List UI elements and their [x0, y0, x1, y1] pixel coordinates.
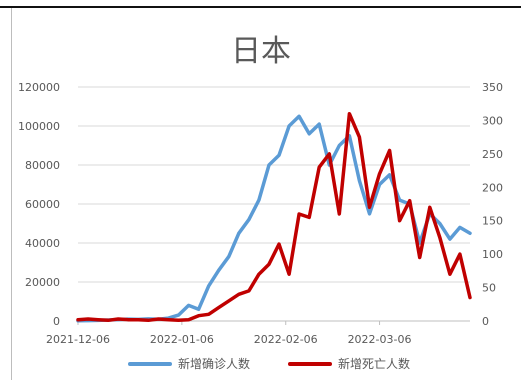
x-tick-label: 2021-12-06: [46, 333, 110, 346]
series-1-point: [267, 263, 271, 266]
series-lines: [76, 111, 472, 323]
series-1-point: [227, 299, 230, 303]
left-border: [11, 8, 12, 380]
series-0-point: [458, 226, 462, 229]
y-left-tick-label: 20000: [25, 276, 60, 289]
series-1-point: [117, 317, 120, 321]
x-tick-label: 2022-02-06: [254, 333, 318, 346]
top-border: [0, 6, 521, 8]
series-line-1: [76, 111, 472, 323]
series-1-point: [308, 216, 311, 219]
series-1-point: [107, 319, 110, 322]
series-0-point: [398, 198, 401, 202]
series-0-point: [217, 269, 220, 272]
x-tick-label: 2022-03-06: [348, 333, 412, 346]
y-left-tick-label: 120000: [18, 81, 60, 94]
series-0-point: [338, 144, 341, 147]
y-right-tick-label: 250: [482, 148, 503, 161]
series-1-point: [418, 256, 421, 259]
series-1-point: [237, 293, 240, 296]
series-0-point: [378, 183, 381, 186]
series-1-point: [217, 306, 220, 309]
series-1-point: [338, 212, 341, 216]
series-0-point: [388, 173, 391, 176]
series-0-point: [368, 212, 371, 215]
series-1-point: [197, 314, 200, 317]
series-1-point: [328, 152, 331, 156]
series-0-point: [438, 222, 441, 225]
series-0-point: [227, 255, 230, 258]
series-0-point: [237, 232, 240, 235]
series-1-point: [318, 166, 321, 169]
series-1-point: [358, 135, 361, 139]
y-left-tick-label: 60000: [25, 198, 60, 211]
series-0-point: [247, 218, 251, 221]
series-1-point: [247, 289, 251, 293]
series-1-point: [257, 273, 261, 276]
series-1-point: [287, 273, 291, 276]
series-0-point: [318, 122, 321, 126]
series-0-point: [418, 241, 421, 245]
series-1-point: [167, 318, 170, 321]
legend: 新增确诊人数 新增死亡人数: [128, 356, 410, 371]
series-1-point: [378, 172, 381, 176]
series-1-point: [147, 319, 150, 322]
series-1-point: [428, 206, 431, 209]
chart-title: 日本: [231, 34, 291, 69]
series-1-point: [187, 318, 190, 321]
series-1-point: [277, 242, 281, 246]
y-left-tick-label: 80000: [25, 159, 60, 172]
series-1-point: [348, 112, 351, 115]
y-left-tick-label: 40000: [25, 237, 60, 250]
series-0-point: [267, 163, 271, 167]
legend-label-1: 新增死亡人数: [338, 356, 410, 371]
series-1-point: [438, 236, 441, 239]
series-0-point: [358, 179, 361, 182]
series-1-point: [137, 318, 140, 321]
y-right-tick-label: 300: [482, 114, 503, 127]
series-0-point: [287, 124, 291, 128]
series-1-point: [86, 317, 90, 321]
y-right-tick-label: 50: [482, 282, 496, 295]
series-1-point: [468, 296, 472, 299]
series-1-point: [408, 199, 411, 202]
y-right-tick-label: 150: [482, 215, 503, 228]
series-0-point: [187, 304, 190, 307]
series-0-point: [197, 308, 200, 311]
series-0-point: [257, 198, 261, 202]
series-0-point: [308, 132, 311, 135]
series-1-point: [368, 206, 371, 209]
series-0-point: [207, 284, 210, 288]
series-1-point: [96, 318, 100, 321]
series-1-point: [177, 319, 180, 322]
y-right-tick-label: 0: [482, 315, 489, 328]
y-right-tick-label: 350: [482, 81, 503, 94]
series-0-point: [297, 115, 301, 118]
series-1-point: [157, 317, 160, 321]
y-left-tick-label: 0: [53, 315, 60, 328]
axes: 0 20000 40000 60000 80000 100000 120000 0 50 100 1…: [18, 81, 503, 346]
series-1-point: [458, 252, 462, 256]
series-1-point: [76, 318, 80, 321]
series-1-point: [448, 273, 452, 276]
series-0-point: [468, 232, 472, 235]
legend-label-0: 新增确诊人数: [178, 356, 250, 371]
series-0-point: [277, 154, 281, 157]
series-0-point: [448, 237, 452, 241]
x-tick-label: 2022-01-06: [150, 333, 214, 346]
series-1-point: [297, 212, 301, 216]
y-right-tick-label: 100: [482, 248, 503, 261]
series-1-point: [127, 318, 130, 321]
series-1-point: [207, 313, 210, 316]
y-right-tick-label: 200: [482, 181, 503, 194]
y-left-tick-label: 100000: [18, 120, 60, 133]
series-0-point: [177, 313, 180, 317]
series-1-point: [388, 149, 391, 152]
series-1-point: [398, 219, 401, 222]
